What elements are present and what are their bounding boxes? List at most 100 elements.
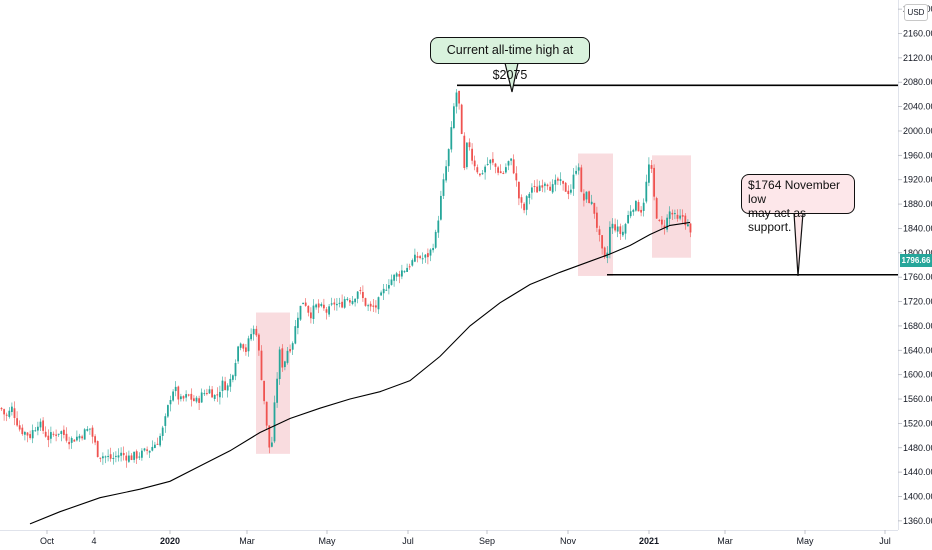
- candle-down: [583, 193, 585, 201]
- candle-down: [198, 398, 200, 403]
- candle-down: [260, 350, 263, 381]
- candle-up: [486, 163, 489, 165]
- candle-down: [476, 167, 479, 173]
- candle-up: [312, 305, 315, 319]
- candle-up: [252, 328, 255, 335]
- candle-down: [520, 197, 523, 203]
- candle-down: [671, 212, 674, 215]
- candle-down: [55, 434, 57, 436]
- candle-up: [645, 181, 648, 202]
- candle-up: [505, 167, 507, 173]
- candle-up: [250, 334, 252, 340]
- candle-up: [450, 127, 453, 150]
- candle-up: [538, 185, 541, 191]
- candle-down: [640, 209, 642, 213]
- candle-down: [122, 452, 125, 456]
- candle-up: [271, 442, 273, 447]
- candle-up: [115, 455, 117, 457]
- candle-down: [580, 167, 583, 192]
- candle-up: [635, 200, 637, 211]
- candle-down: [460, 104, 463, 134]
- candle-up: [674, 213, 676, 215]
- y-tick-label: 1800.00: [903, 248, 932, 258]
- candle-up: [453, 106, 455, 129]
- candle-up: [401, 270, 403, 277]
- candle-up: [627, 215, 629, 224]
- candle-up: [297, 317, 299, 328]
- candle-down: [47, 435, 50, 441]
- candle-up: [128, 455, 130, 462]
- candle-up: [577, 167, 580, 171]
- candle-down: [3, 409, 5, 415]
- candle-down: [362, 292, 364, 299]
- candle-down: [596, 212, 598, 228]
- last-price-tag: 1796.66: [900, 254, 932, 267]
- candle-up: [203, 393, 206, 395]
- candle-down: [676, 214, 679, 219]
- candle-down: [245, 347, 247, 352]
- candle-up: [143, 448, 146, 451]
- y-tick-label: 1960.00: [903, 150, 932, 160]
- candle-up: [276, 378, 278, 403]
- candle-down: [190, 393, 193, 400]
- candle-down: [601, 235, 603, 249]
- candle-down: [655, 198, 658, 219]
- candle-down: [26, 432, 29, 436]
- candle-up: [117, 455, 120, 458]
- x-axis[interactable]: Oct 4 2020 Mar May Jul Sep Nov 2021 Mar May Jul: [40, 530, 891, 546]
- candle-up: [239, 343, 242, 348]
- candle-down: [29, 434, 31, 438]
- candle-up: [338, 302, 341, 304]
- candle-down: [63, 429, 65, 435]
- candle-down: [416, 256, 419, 258]
- candle-down: [359, 289, 362, 291]
- candle-down: [65, 433, 68, 441]
- candle-down: [614, 224, 616, 231]
- candle-down: [94, 436, 96, 443]
- candle-up: [382, 288, 385, 294]
- candle-up: [622, 231, 624, 236]
- y-tick-label: 1680.00: [903, 321, 932, 331]
- candle-down: [562, 180, 564, 184]
- candle-up: [489, 159, 492, 164]
- candle-up: [575, 170, 577, 174]
- candle-up: [356, 291, 359, 299]
- candle-up: [148, 450, 151, 453]
- candle-down: [492, 158, 494, 163]
- candle-up: [24, 432, 26, 435]
- candle-down: [518, 181, 520, 199]
- candle-down: [458, 90, 460, 104]
- candle-up: [484, 166, 486, 173]
- highlight-box-3: [652, 155, 691, 258]
- candle-up: [455, 92, 458, 107]
- currency-badge[interactable]: USD: [904, 4, 928, 21]
- ath-callout: Current all-time high at $2075: [430, 37, 590, 82]
- y-tick-label: 1720.00: [903, 297, 932, 307]
- candle-down: [473, 160, 476, 167]
- candle-down: [408, 266, 411, 268]
- candle-down: [265, 401, 268, 426]
- candle-up: [37, 426, 39, 431]
- candle-up: [70, 438, 73, 443]
- november-low-callout-line1: $1764 November low: [748, 178, 841, 206]
- candle-down: [479, 173, 481, 176]
- candle-down: [206, 393, 208, 395]
- candle-up: [221, 380, 224, 392]
- candle-down: [44, 431, 47, 437]
- x-tick-label: Oct: [40, 536, 55, 546]
- candle-down: [177, 386, 180, 400]
- candle-up: [429, 249, 432, 256]
- candle-up: [616, 226, 619, 232]
- candle-down: [263, 380, 265, 402]
- candle-down: [258, 334, 260, 351]
- candle-down: [637, 202, 640, 212]
- candle-down: [463, 135, 466, 169]
- candle-up: [551, 184, 554, 193]
- candle-up: [57, 433, 60, 435]
- candle-up: [8, 410, 11, 417]
- x-tick-label: Sep: [479, 536, 495, 546]
- y-axis[interactable]: 1360.00 1400.00 1440.00 1480.00 1520.00 1560.…: [898, 4, 932, 526]
- candle-up: [315, 304, 317, 308]
- candle-down: [325, 309, 328, 313]
